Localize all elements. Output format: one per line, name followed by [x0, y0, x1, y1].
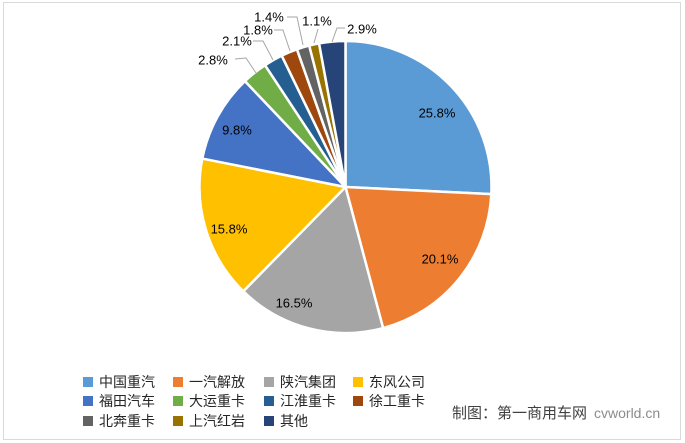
- leader-line-大运重卡: [234, 57, 257, 74]
- legend-swatch: [173, 376, 183, 387]
- pie-slice-福田汽车: [201, 79, 347, 189]
- legend-label: 上汽红岩: [189, 412, 245, 429]
- pie-slice-一汽解放: [344, 185, 493, 330]
- leader-line-北奔重卡: [287, 16, 304, 46]
- leader-line-徐工重卡: [274, 29, 291, 52]
- slice-value-label-大运重卡: 2.8%: [198, 53, 228, 68]
- legend-item-徐工重卡: 徐工重卡: [353, 394, 483, 408]
- legend-label: 其他: [280, 412, 308, 429]
- legend-item-江淮重卡: 江淮重卡: [264, 394, 353, 408]
- legend-label: 一汽解放: [189, 373, 245, 390]
- legend-label: 江淮重卡: [280, 393, 336, 410]
- legend-item-中国重汽: 中国重汽: [83, 375, 173, 389]
- slice-value-label-东风公司: 15.8%: [211, 222, 248, 237]
- legend-label: 徐工重卡: [369, 393, 425, 410]
- legend-label: 东风公司: [369, 373, 425, 390]
- legend-item-北奔重卡: 北奔重卡: [83, 414, 173, 428]
- legend-swatch: [83, 415, 93, 426]
- slice-value-label-其他: 2.9%: [347, 22, 377, 37]
- slice-value-label-福田汽车: 9.8%: [222, 123, 252, 138]
- pie-slice-陕汽集团: [242, 185, 385, 335]
- legend-item-大运重卡: 大运重卡: [173, 394, 264, 408]
- legend-label: 大运重卡: [189, 393, 245, 410]
- legend-swatch: [264, 396, 274, 407]
- slice-value-label-中国重汽: 25.8%: [419, 106, 456, 121]
- leader-line-上汽红岩: [313, 28, 319, 44]
- legend-swatch: [264, 376, 274, 387]
- slice-value-label-一汽解放: 20.1%: [422, 252, 459, 267]
- legend-label: 陕汽集团: [280, 373, 336, 390]
- pie-slice-中国重汽: [344, 39, 493, 196]
- legend-swatch: [83, 396, 93, 407]
- legend-item-一汽解放: 一汽解放: [173, 375, 264, 389]
- legend-swatch: [83, 376, 93, 387]
- legend-swatch: [173, 415, 183, 426]
- chart-legend: 中国重汽 一汽解放 陕汽集团 东风公司福田汽车 大运重卡 江淮重卡 徐工重卡北奔重卡 上汽红岩…: [83, 372, 483, 431]
- legend-item-东风公司: 东风公司: [353, 375, 483, 389]
- leader-line-江淮重卡: [253, 40, 274, 61]
- legend-swatch: [353, 376, 363, 387]
- slice-value-label-北奔重卡: 1.4%: [254, 10, 284, 25]
- legend-label: 北奔重卡: [99, 412, 155, 429]
- legend-item-陕汽集团: 陕汽集团: [264, 375, 353, 389]
- slice-value-label-江淮重卡: 2.1%: [222, 34, 252, 49]
- watermark: 制图：第一商用车网 cvworld.cn: [452, 405, 661, 423]
- legend-swatch: [264, 415, 274, 426]
- legend-swatch: [353, 396, 363, 407]
- slice-value-label-上汽红岩: 1.1%: [302, 14, 332, 29]
- legend-item-上汽红岩: 上汽红岩: [173, 414, 264, 428]
- legend-label: 中国重汽: [99, 373, 155, 390]
- leader-line-其他: [331, 27, 345, 43]
- slice-value-label-陕汽集团: 16.5%: [276, 296, 313, 311]
- watermark-credit: 制图：第一商用车网: [452, 405, 588, 422]
- legend-label: 福田汽车: [99, 393, 155, 410]
- pie-slice-东风公司: [198, 157, 347, 293]
- legend-item-其他: 其他: [264, 414, 353, 428]
- legend-swatch: [173, 396, 183, 407]
- slice-value-label-徐工重卡: 1.8%: [243, 23, 273, 38]
- legend-item-福田汽车: 福田汽车: [83, 394, 173, 408]
- watermark-site: cvworld.cn: [594, 405, 661, 421]
